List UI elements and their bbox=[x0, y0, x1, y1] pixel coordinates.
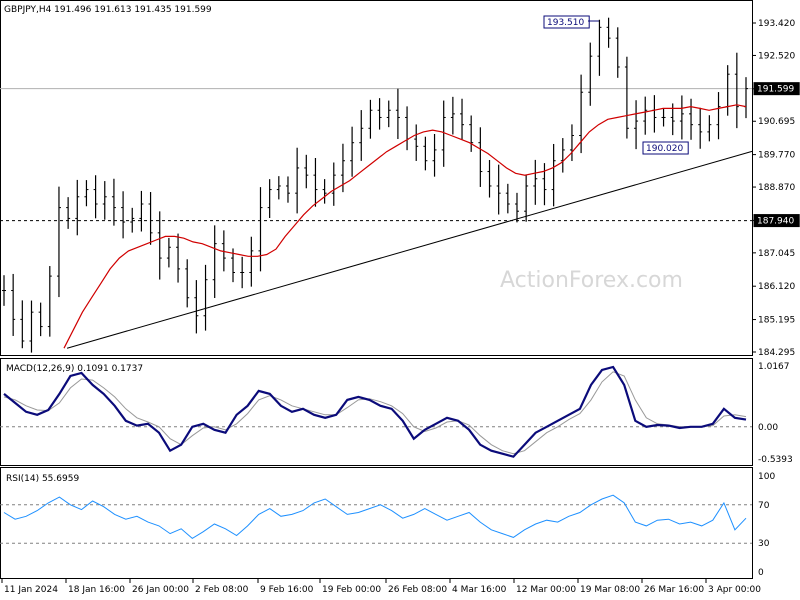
ema-polyline bbox=[63, 104, 747, 349]
rsi-ytick-label: 30 bbox=[758, 539, 770, 549]
time-axis: 11 Jan 2024 18 Jan 16:00 26 Jan 00:00 2 Feb… bbox=[1, 579, 761, 595]
support-level-label-box bbox=[753, 214, 800, 228]
rsi-y-axis: 100 70 30 0 bbox=[758, 472, 775, 578]
macd-ytick-label: 1.0167 bbox=[758, 362, 790, 372]
high-label: 193.510 bbox=[547, 18, 584, 28]
macd-ytick-label: 0.00 bbox=[758, 423, 778, 433]
xtick-label: 3 Apr 00:00 bbox=[708, 585, 761, 595]
price-ytick-label: 185.195 bbox=[758, 316, 795, 326]
macd-title: MACD(12,26,9) 0.1091 0.1737 bbox=[6, 364, 143, 374]
current-price-label-box bbox=[753, 82, 800, 96]
rsi-ytick-label: 70 bbox=[758, 501, 770, 511]
macd-signal-line bbox=[3, 371, 747, 455]
ema-line bbox=[63, 104, 747, 349]
watermark: ActionForex.com bbox=[500, 268, 683, 293]
xtick-label: 12 Mar 00:00 bbox=[516, 585, 576, 595]
xtick-label: 2 Feb 08:00 bbox=[195, 585, 249, 595]
xtick-label: 26 Mar 16:00 bbox=[644, 585, 704, 595]
price-ytick-label: 184.295 bbox=[758, 348, 795, 358]
price-ytick-label: 190.695 bbox=[758, 117, 795, 127]
trendline bbox=[66, 150, 753, 349]
xtick-label: 4 Mar 16:00 bbox=[452, 585, 507, 595]
price-ytick-label: 189.770 bbox=[758, 151, 795, 161]
rsi-title: RSI(14) 55.6959 bbox=[6, 474, 79, 484]
price-pane bbox=[0, 0, 753, 356]
high-label-box bbox=[543, 15, 590, 29]
xtick-label: 26 Jan 00:00 bbox=[132, 585, 189, 595]
rsi-ytick-label: 100 bbox=[758, 472, 775, 482]
xtick-label: 11 Jan 2024 bbox=[4, 585, 58, 595]
macd-main-line bbox=[3, 365, 747, 458]
low-label: 190.020 bbox=[646, 144, 683, 154]
xtick-label: 9 Feb 16:00 bbox=[260, 585, 314, 595]
chart-header: GBPJPY,H4 191.496 191.613 191.435 191.59… bbox=[4, 5, 212, 15]
low-label-box bbox=[642, 141, 689, 155]
macd-lines bbox=[0, 365, 752, 458]
rsi-ytick-label: 0 bbox=[758, 568, 764, 578]
macd-pane bbox=[0, 358, 753, 466]
rsi-pane bbox=[0, 467, 753, 579]
xtick-label: 26 Feb 08:00 bbox=[388, 585, 447, 595]
xtick-label: 19 Mar 08:00 bbox=[580, 585, 640, 595]
current-price-label: 191.599 bbox=[757, 85, 794, 95]
price-overlays: 193.510 190.020 191.599 187.940 bbox=[0, 15, 800, 349]
macd-ytick-label: -0.5393 bbox=[758, 455, 793, 465]
price-y-axis: 193.420192.520191.595190.695189.770188.8… bbox=[752, 19, 795, 358]
rsi-polyline bbox=[3, 494, 747, 540]
price-ytick-label: 193.420 bbox=[758, 19, 795, 29]
price-ytick-label: 186.120 bbox=[758, 282, 795, 292]
price-ytick-label: 192.520 bbox=[758, 51, 795, 61]
rsi-line bbox=[0, 494, 752, 544]
price-ytick-label: 187.045 bbox=[758, 249, 795, 259]
macd-y-axis: 1.0167 0.00 -0.5393 bbox=[758, 362, 793, 465]
xtick-label: 18 Jan 16:00 bbox=[68, 585, 125, 595]
xtick-label: 19 Feb 00:00 bbox=[322, 585, 381, 595]
price-ytick-label: 188.870 bbox=[758, 183, 795, 193]
support-level-label: 187.940 bbox=[757, 217, 794, 227]
